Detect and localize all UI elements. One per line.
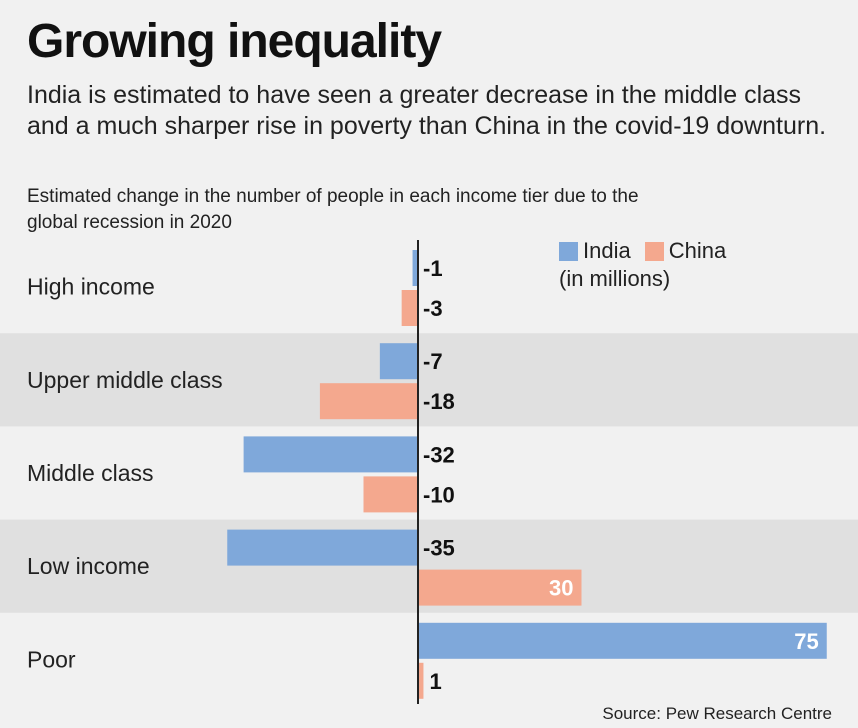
data-label-china-low-income: 30 [549,576,573,601]
source-note: Source: Pew Research Centre [602,704,832,723]
bar-china-high-income [401,290,418,326]
legend-label-india: India [583,238,631,263]
data-label-china-high-income: -3 [423,296,443,321]
data-label-china-upper-middle-class: -18 [423,389,455,414]
legend-swatch-india [559,241,578,261]
bar-china-upper-middle-class [319,383,418,420]
data-label-india-middle-class: -32 [423,442,455,467]
legend-swatch-china [644,241,664,261]
bar-india-middle-class [243,436,418,473]
data-label-india-poor: 75 [794,629,818,654]
bar-india-upper-middle-class [379,343,418,380]
category-label-middle-class: Middle class [27,460,154,486]
row-band-upper-middle-class [0,333,858,427]
data-label-india-high-income: -1 [423,256,443,281]
category-label-poor: Poor [27,646,76,672]
category-label-low-income: Low income [27,553,150,579]
chart-subtitle: India is estimated to have seen a greate… [27,81,827,140]
chart-title: Growing inequality [27,15,442,68]
bar-china-poor [418,662,424,699]
category-label-upper-middle-class: Upper middle class [27,367,223,393]
bar-china-middle-class [363,476,418,513]
legend-item-china: China [644,238,727,264]
data-label-china-poor: 1 [429,669,441,694]
bar-india-low-income [227,529,418,566]
data-label-india-low-income: -35 [423,536,455,561]
legend-label-china: China [668,238,727,263]
bar-china-low-income [418,569,582,606]
data-label-india-upper-middle-class: -7 [423,349,443,374]
chart-description: Estimated change in the number of people… [27,186,639,233]
legend-item-india: India [559,238,631,264]
bar-india-high-income [412,250,418,286]
data-label-china-middle-class: -10 [423,482,455,507]
legend: India China (in millions) [559,238,740,292]
bar-india-poor [418,622,827,659]
category-label-high-income: High income [27,274,155,300]
legend-unit-note: (in millions) [559,266,671,291]
